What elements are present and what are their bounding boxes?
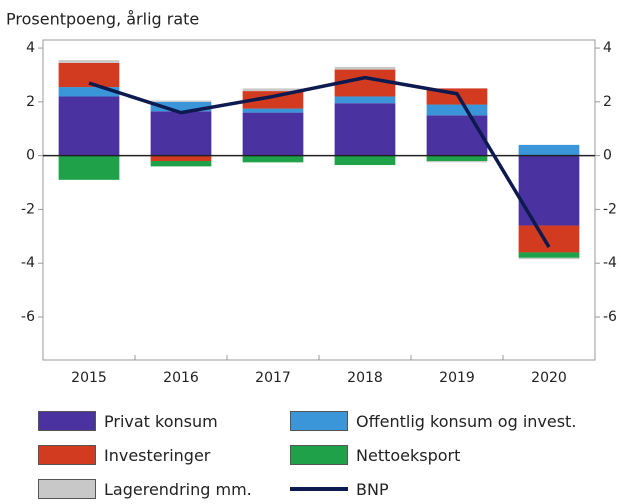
x-tick-label: 2015 xyxy=(71,370,107,386)
legend-swatch xyxy=(38,445,96,465)
x-tick-label: 2017 xyxy=(255,370,291,386)
bar-segment xyxy=(334,155,396,166)
legend-label: Privat konsum xyxy=(104,411,218,431)
legend-item: Lagerendring mm. xyxy=(38,476,290,502)
bar-segment xyxy=(334,103,396,156)
bar-segment xyxy=(518,144,580,156)
x-tick-label: 2018 xyxy=(347,370,383,386)
bar-segment xyxy=(518,225,580,253)
legend-item: Investeringer xyxy=(38,442,290,468)
bar-segment xyxy=(518,155,580,226)
y2-tick-label: -6 xyxy=(603,309,617,325)
legend-swatch xyxy=(38,479,96,499)
y2-tick-label: -2 xyxy=(603,201,617,217)
x-tick-label: 2019 xyxy=(439,370,475,386)
bar-segment xyxy=(334,96,396,104)
bar-segment xyxy=(242,108,304,113)
bar-segment xyxy=(58,155,120,180)
y-tick-label: -2 xyxy=(21,201,35,217)
legend-label: BNP xyxy=(356,479,389,499)
bar-segment xyxy=(242,155,304,163)
y-tick-label: 2 xyxy=(26,94,35,110)
bar-segment xyxy=(150,111,212,156)
bar-segment xyxy=(58,87,120,97)
legend-swatch xyxy=(290,445,348,465)
legend-item: Offentlig konsum og invest. xyxy=(290,408,620,434)
legend-label: Investeringer xyxy=(104,445,211,465)
legend-item: BNP xyxy=(290,476,620,502)
bar-segment xyxy=(150,155,212,162)
bar-segment xyxy=(334,66,396,70)
chart: Prosentpoeng, årlig rate -6 -4 -2 0 2 4 -6 -4 -2… xyxy=(6,10,617,387)
bar-segment xyxy=(426,161,488,163)
legend-label: Offentlig konsum og invest. xyxy=(356,411,577,431)
legend-item: Nettoeksport xyxy=(290,442,620,468)
legend-swatch xyxy=(290,487,348,491)
y2-tick-label: 0 xyxy=(603,148,612,164)
y2-tick-label: 2 xyxy=(603,94,612,110)
y-tick-label: -6 xyxy=(21,309,35,325)
bar-segment xyxy=(58,96,120,156)
y-tick-label: -4 xyxy=(21,255,35,271)
bar-segment xyxy=(150,161,212,167)
bar-segment xyxy=(426,155,488,162)
bar-segment xyxy=(242,112,304,156)
y-tick-label: 0 xyxy=(26,148,35,164)
y2-tick-label: -4 xyxy=(603,255,617,271)
y-tick-label: 4 xyxy=(26,40,35,56)
legend-item: Privat konsum xyxy=(38,408,290,434)
x-tick-label: 2020 xyxy=(531,370,567,386)
x-tick-label: 2016 xyxy=(163,370,199,386)
bar-segment xyxy=(426,104,488,116)
y2-tick-label: 4 xyxy=(603,40,612,56)
legend-label: Lagerendring mm. xyxy=(104,479,252,499)
legend-swatch xyxy=(38,411,96,431)
bar-segment xyxy=(242,88,304,92)
bar-segment xyxy=(150,100,212,102)
line-series xyxy=(88,75,551,248)
bar-segment xyxy=(58,60,120,63)
legend-swatch xyxy=(290,411,348,431)
bar-segment xyxy=(242,91,304,109)
legend-label: Nettoeksport xyxy=(356,445,461,465)
bar-segment xyxy=(518,252,580,258)
bar-segment xyxy=(426,115,488,156)
legend: Privat konsum Offentlig konsum og invest.… xyxy=(38,408,620,502)
bar-segment xyxy=(150,101,212,112)
bar-segment xyxy=(518,257,580,260)
chart-title: Prosentpoeng, årlig rate xyxy=(6,10,199,29)
